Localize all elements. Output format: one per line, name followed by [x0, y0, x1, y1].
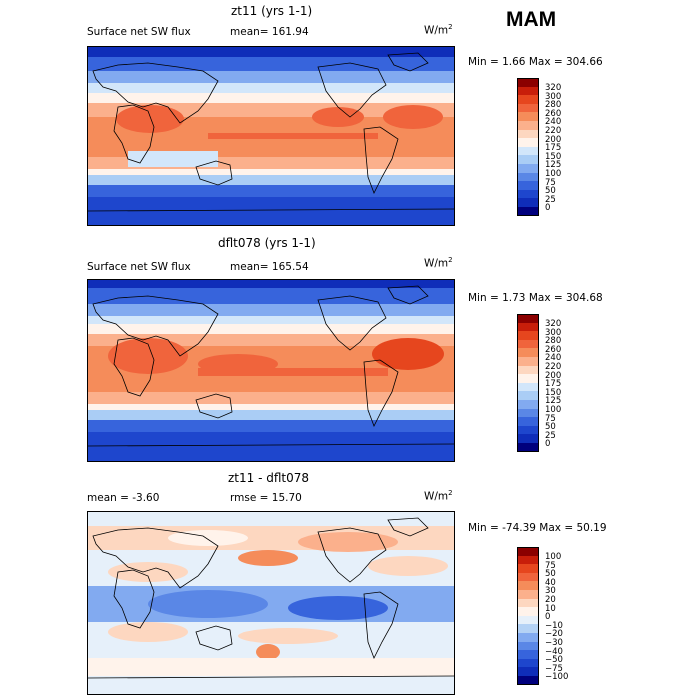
colorbar-label: 175 — [545, 379, 562, 390]
colorbar-frame — [517, 314, 539, 452]
colorbar-label: −50 — [545, 655, 563, 666]
colorbar-label: 50 — [545, 569, 556, 580]
colorbar-label: 25 — [545, 194, 556, 205]
colorbar-label: 320 — [545, 83, 562, 93]
colorbar-label: 240 — [545, 353, 562, 364]
colorbar-label: −75 — [545, 663, 563, 674]
colorbar-label: 200 — [545, 370, 562, 381]
colorbar-label: −100 — [545, 672, 569, 683]
panel-1-minmax: Min = 1.66 Max = 304.66 — [468, 56, 603, 68]
colorbar-label: 25 — [545, 430, 556, 441]
colorbar-label: 0 — [545, 612, 551, 623]
panel-2-units: W/m2 — [424, 256, 453, 270]
colorbar-label: 75 — [545, 413, 556, 424]
colorbar-label: 100 — [545, 552, 562, 562]
panel-3-title: zt11 - dflt078 — [228, 471, 310, 485]
panel-3-map — [87, 511, 455, 695]
panel-2-subtitle-left: Surface net SW flux — [87, 261, 191, 273]
colorbar-label: 175 — [545, 143, 562, 154]
colorbar-label: 100 — [545, 405, 562, 415]
colorbar-label: 220 — [545, 362, 562, 372]
colorbar-label: 10 — [545, 603, 556, 614]
colorbar-label: 320 — [545, 319, 562, 329]
panel-1-subtitle-left: Surface net SW flux — [87, 26, 191, 38]
colorbar-label: 125 — [545, 160, 562, 171]
panel-1-title: zt11 (yrs 1-1) — [231, 4, 313, 18]
colorbar-label: 150 — [545, 151, 562, 162]
panel-3-map-field — [88, 512, 454, 694]
colorbar-label: 240 — [545, 117, 562, 128]
colorbar-label: −40 — [545, 646, 563, 657]
panel-2-map-field — [88, 280, 454, 461]
colorbar-label: 50 — [545, 186, 556, 197]
panel-2-minmax: Min = 1.73 Max = 304.68 — [468, 292, 603, 304]
colorbar-label: 260 — [545, 108, 562, 119]
colorbar-label: −10 — [545, 620, 563, 631]
colorbar-label: 0 — [545, 203, 551, 214]
colorbar-label: 300 — [545, 91, 562, 102]
colorbar-frame — [517, 547, 539, 685]
colorbar-label: 200 — [545, 134, 562, 145]
colorbar-label: 30 — [545, 586, 556, 597]
season-label: MAM — [506, 8, 557, 31]
panel-1-units: W/m2 — [424, 23, 453, 37]
colorbar-label: 100 — [545, 169, 562, 179]
panel-1-map — [87, 46, 455, 226]
colorbar-label: 220 — [545, 126, 562, 136]
colorbar-label: 40 — [545, 577, 556, 588]
colorbar-label: 75 — [545, 177, 556, 188]
colorbar-label: 260 — [545, 344, 562, 355]
colorbar-label: 75 — [545, 560, 556, 571]
panel-3-subtitle-left: mean = -3.60 — [87, 492, 160, 504]
panel-1-subtitle-right: mean= 161.94 — [230, 26, 309, 38]
colorbar-label: 20 — [545, 595, 556, 605]
colorbar-label: 280 — [545, 100, 562, 111]
panel-2-map — [87, 279, 455, 462]
panel-3-minmax: Min = -74.39 Max = 50.19 — [468, 522, 607, 534]
colorbar-label: 125 — [545, 396, 562, 407]
panel-3-subtitle-right: rmse = 15.70 — [230, 492, 302, 504]
panel-2-title: dflt078 (yrs 1-1) — [218, 236, 316, 250]
colorbar-label: 300 — [545, 327, 562, 338]
colorbar-label: 280 — [545, 336, 562, 347]
panel-1-map-field — [88, 47, 454, 225]
colorbar-label: −20 — [545, 629, 563, 640]
colorbar-label: −30 — [545, 638, 563, 648]
colorbar-label: 50 — [545, 422, 556, 433]
colorbar-label: 0 — [545, 439, 551, 450]
panel-3-units: W/m2 — [424, 489, 453, 503]
panel-2-subtitle-right: mean= 165.54 — [230, 261, 309, 273]
colorbar-label: 150 — [545, 387, 562, 398]
colorbar-frame — [517, 78, 539, 216]
